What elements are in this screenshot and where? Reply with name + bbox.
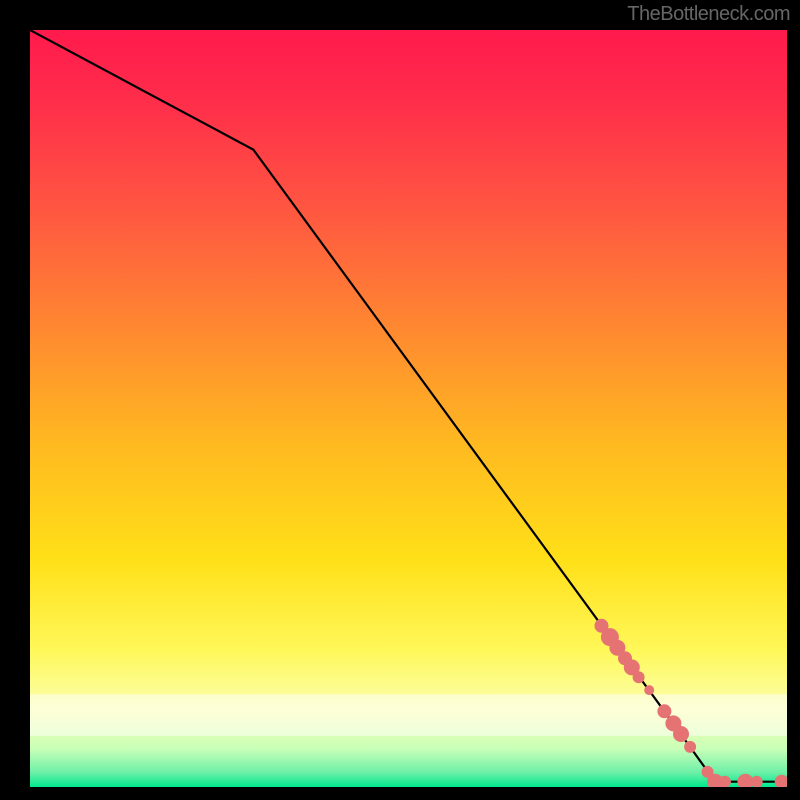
data-marker	[657, 704, 671, 718]
chart-svg	[30, 30, 787, 787]
data-marker	[673, 726, 689, 742]
watermark-text: TheBottleneck.com	[627, 3, 790, 26]
plot-area	[30, 30, 787, 787]
data-marker	[633, 671, 645, 683]
data-marker	[644, 685, 654, 695]
data-marker	[684, 741, 696, 753]
gradient-background	[30, 30, 787, 787]
